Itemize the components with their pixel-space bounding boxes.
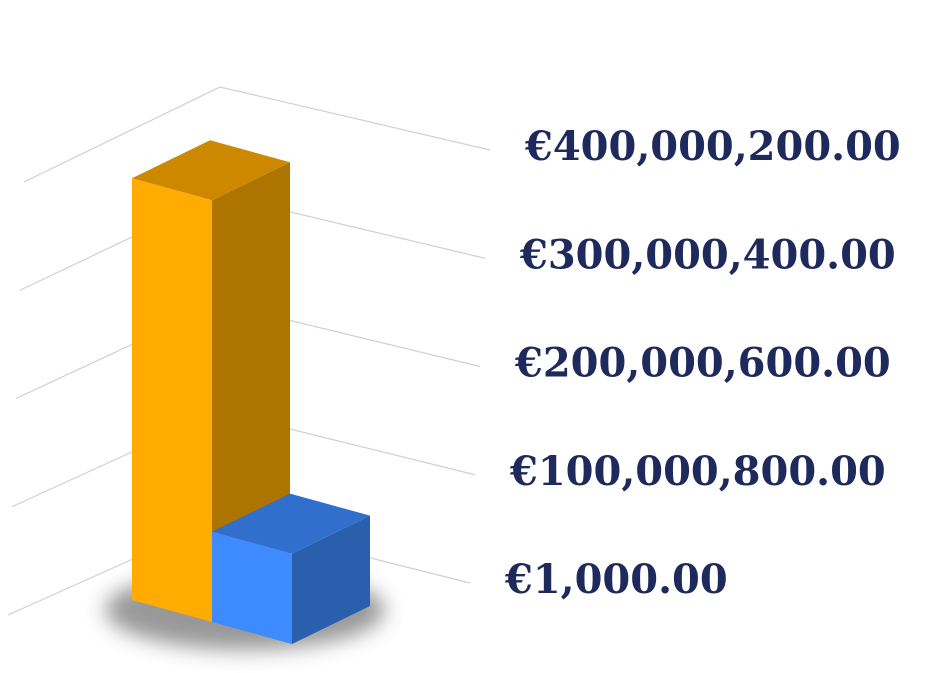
y-tick-label: €300,000,400.00 — [519, 231, 896, 278]
bar-front — [212, 531, 292, 644]
y-tick-label: €100,000,800.00 — [509, 448, 886, 495]
y-tick-label: €400,000,200.00 — [524, 123, 901, 170]
tick-labels: €1,000.00 €100,000,800.00 €200,000,600.00 €… — [504, 123, 901, 603]
grid-line — [23, 86, 491, 183]
bar-top — [212, 493, 370, 554]
bar-top — [132, 140, 290, 201]
y-tick-label: €200,000,600.00 — [514, 340, 891, 387]
bars — [132, 140, 370, 644]
y-tick-label: €1,000.00 — [504, 556, 728, 603]
bar-side — [292, 515, 370, 644]
bar — [212, 493, 370, 644]
bar-front — [132, 178, 212, 622]
